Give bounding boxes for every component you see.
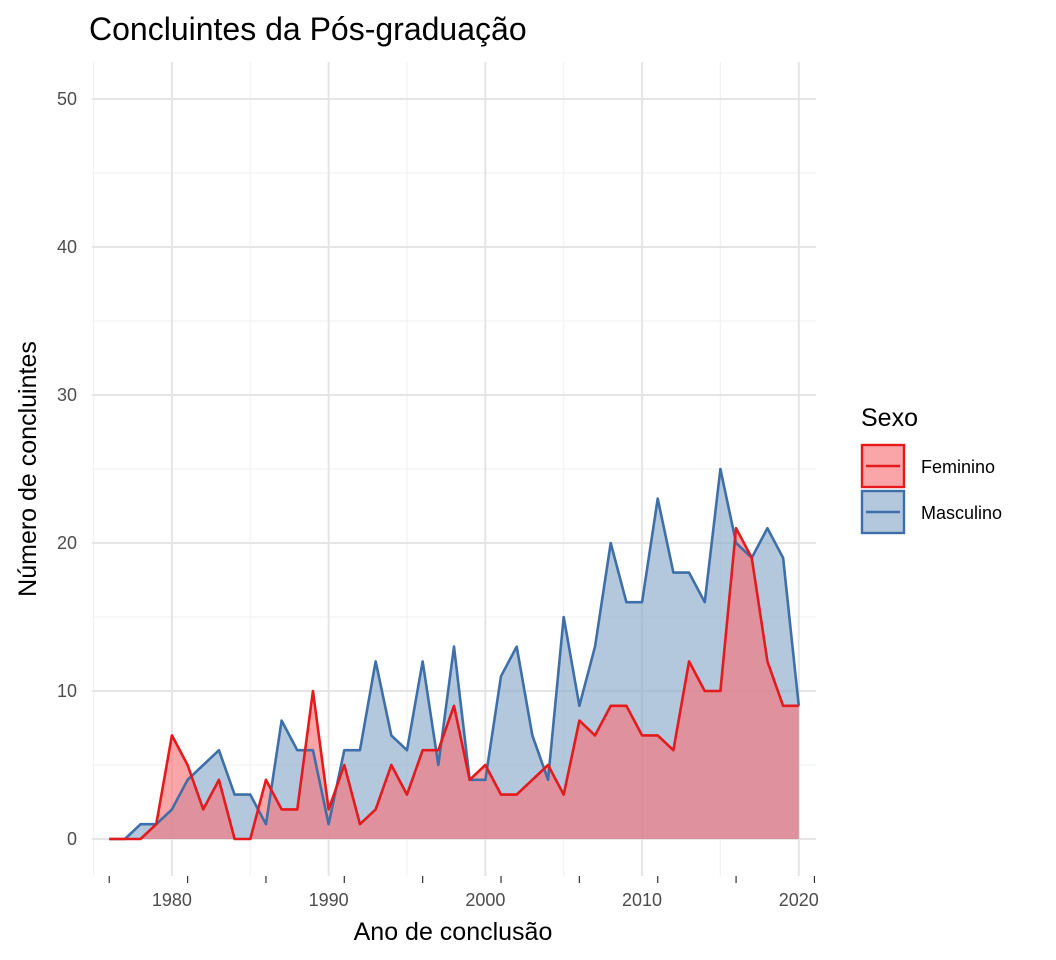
chart-title: Concluintes da Pós-graduação xyxy=(89,11,527,47)
legend-item-masculino: Masculino xyxy=(860,489,1002,535)
area-feminino xyxy=(109,528,799,839)
x-axis: 1980 1990 2000 2010 2020 xyxy=(108,876,819,910)
x-tick-label: 2000 xyxy=(465,890,505,910)
y-tick-label: 20 xyxy=(57,533,77,553)
y-tick-label: 0 xyxy=(67,829,77,849)
x-tick-label: 2020 xyxy=(779,890,819,910)
y-tick-label: 50 xyxy=(57,89,77,109)
x-tick-label: 1980 xyxy=(152,890,192,910)
legend-label-feminino: Feminino xyxy=(921,457,995,477)
legend-item-feminino: Feminino xyxy=(860,443,995,489)
y-tick-label: 10 xyxy=(57,681,77,701)
legend-title: Sexo xyxy=(861,404,918,432)
x-axis-title: Ano de conclusão xyxy=(354,918,553,946)
y-axis-title: Número de concluintes xyxy=(14,341,42,597)
legend: Sexo Feminino Masculino xyxy=(860,404,1002,535)
legend-label-masculino: Masculino xyxy=(921,503,1002,523)
line-masculino xyxy=(109,467,801,841)
x-tick-label: 1990 xyxy=(309,890,349,910)
plot-lines xyxy=(109,467,801,841)
y-axis: 0 10 20 30 40 50 xyxy=(57,89,77,849)
line-feminino xyxy=(109,526,799,841)
y-tick-label: 30 xyxy=(57,385,77,405)
x-tick-label: 2010 xyxy=(622,890,662,910)
y-tick-label: 40 xyxy=(57,237,77,257)
